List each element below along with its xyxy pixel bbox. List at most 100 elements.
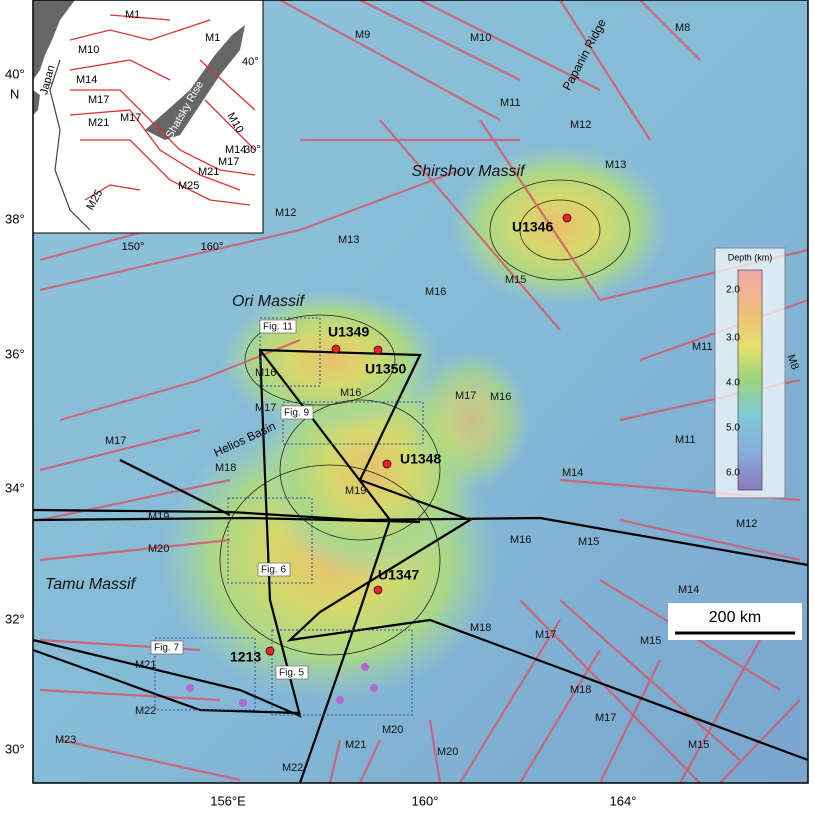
lon-label: 160° — [412, 793, 439, 808]
site-label: U1347 — [378, 567, 419, 583]
site-marker — [373, 585, 383, 595]
map-shape: Shirshov Massif Ori Massif Tamu Massif — [45, 163, 526, 593]
site-marker — [239, 699, 247, 707]
anomaly-label: M8 — [784, 353, 801, 371]
anomaly-label: M11 — [692, 341, 713, 353]
map-line — [145, 25, 245, 140]
map-line — [69, 14, 256, 206]
lat-label: 38° — [5, 211, 25, 226]
map-shape — [271, 629, 413, 716]
site-marker — [336, 696, 344, 704]
site-marker — [382, 459, 392, 469]
inset-label: M17 — [120, 112, 141, 124]
inset-lon: 160° — [201, 241, 224, 253]
map-shape — [220, 290, 440, 430]
map-shape — [279, 399, 441, 541]
anomaly-label: M11 — [675, 434, 696, 446]
map-shape — [275, 665, 309, 680]
map-shape — [282, 401, 424, 445]
map-line — [459, 619, 801, 784]
anomaly-label: M10 — [470, 32, 491, 44]
map-line — [49, 59, 91, 231]
anomaly-label: M16 — [340, 387, 361, 399]
map-shape — [259, 319, 297, 334]
lat-label: 34° — [5, 480, 25, 495]
lat-label: 36° — [5, 346, 25, 361]
anomaly-label: M17 — [595, 712, 616, 724]
map-line — [33, 0, 75, 115]
anomaly-label: M8 — [675, 22, 690, 34]
anomaly-label: M15 — [505, 274, 526, 286]
lat-unit: N — [10, 86, 19, 101]
anomaly-label: M12 — [570, 119, 591, 131]
map-shape — [150, 640, 184, 655]
anomaly-label: M16 — [490, 391, 511, 403]
site-label: U1346 — [512, 219, 553, 235]
anomaly-label: M12 — [275, 207, 296, 219]
anomaly-label: M17 — [455, 390, 476, 402]
inset-label: M14 — [225, 144, 246, 156]
site-label: 1213 — [230, 649, 261, 665]
lat-label: 40° — [5, 66, 25, 81]
legend-tick: 6.0 — [726, 468, 740, 479]
map-shape — [410, 350, 530, 490]
lon-label: 156°E — [210, 793, 246, 808]
lon-label: 164° — [610, 793, 637, 808]
map-shape: Fig. 11 Fig. 9 Fig. 6 Fig. 7 Fig. 5 — [154, 322, 309, 679]
anomaly-label: M15 — [578, 536, 599, 548]
inset-label: M1 — [205, 32, 220, 44]
region-label: Ori Massif — [232, 293, 306, 310]
site-marker — [331, 344, 341, 354]
site-marker — [370, 684, 378, 692]
anomaly-label: M12 — [736, 518, 757, 530]
scale-label: 200 km — [709, 609, 761, 626]
anomaly-label: M11 — [500, 97, 521, 109]
anomaly-label: M21 — [345, 739, 366, 751]
anomaly-label: M13 — [605, 159, 626, 171]
inset-label: M21 — [198, 166, 219, 178]
map-shape — [257, 562, 291, 577]
anomaly-label: M18 — [470, 622, 491, 634]
figure-ref: Fig. 5 — [279, 668, 304, 679]
color-bar — [737, 269, 763, 491]
anomaly-label: M16 — [510, 534, 531, 546]
anomaly-label: M20 — [437, 746, 458, 758]
anomaly-label: M14 — [678, 584, 699, 596]
anomaly-label: M15 — [640, 635, 661, 647]
anomaly-label: M17 — [105, 435, 126, 447]
site-marker — [361, 663, 369, 671]
anomaly-label: M19 — [345, 485, 366, 497]
inset-label: M1 — [125, 9, 140, 21]
anomaly-label: M17 — [255, 402, 276, 414]
map-shape — [219, 464, 441, 656]
site-marker — [373, 345, 383, 355]
legend-tick: 3.0 — [726, 333, 740, 344]
anomaly-label: M18 — [215, 462, 236, 474]
lat-label: 30° — [5, 741, 25, 756]
region-label: Tamu Massif — [45, 576, 137, 593]
site-marker — [186, 684, 194, 692]
inset-label: M10 — [78, 44, 99, 56]
anomaly-label: M22 — [135, 705, 156, 717]
site-label: U1348 — [400, 451, 441, 467]
inset-label: M25 — [178, 180, 199, 192]
site-label: U1350 — [365, 361, 406, 377]
map-shape — [280, 405, 314, 420]
inset-lat: 40° — [242, 56, 259, 68]
inset-label: M17 — [218, 156, 239, 168]
anomaly-label: M15 — [688, 739, 709, 751]
inset-lon: 150° — [122, 241, 145, 253]
figure-ref: Fig. 11 — [263, 322, 293, 333]
anomaly-label: M16 — [255, 367, 276, 379]
site-marker — [265, 646, 275, 656]
map-shape: 30° 32° 34° 36° 38° 40° N 156°E 160° 164… — [5, 66, 636, 808]
legend-tick: 4.0 — [726, 378, 740, 389]
figure-ref: Fig. 7 — [154, 643, 179, 654]
site-label: U1349 — [328, 324, 369, 340]
inset-label: M21 — [88, 117, 109, 129]
map-shape — [154, 637, 256, 711]
anomaly-label: M23 — [55, 734, 76, 746]
legend-tick: 2.0 — [726, 285, 740, 296]
map-shape: U1346 U1349 U1350 U1348 U1347 1213 — [230, 219, 553, 665]
map-frame — [32, 0, 809, 784]
